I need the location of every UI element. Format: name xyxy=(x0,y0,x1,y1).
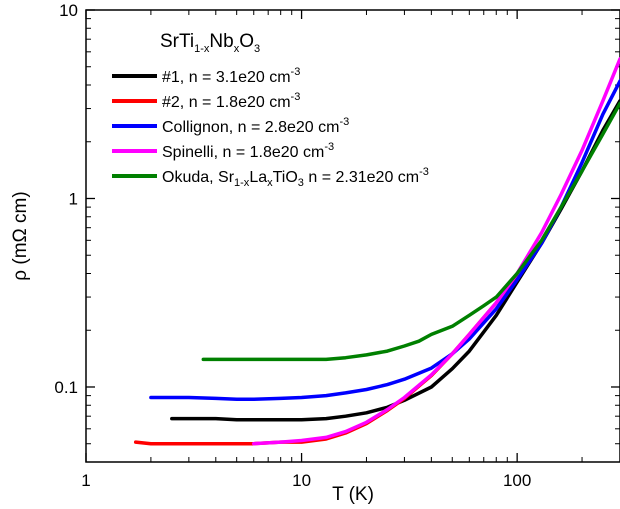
y-axis-title: ρ (mΩ cm) xyxy=(10,191,31,280)
y-tick-label: 0.1 xyxy=(54,378,78,397)
data-series xyxy=(133,57,620,446)
legend-label-1: #1, n = 3.1e20 cm-3 xyxy=(162,66,300,86)
series-line-4 xyxy=(251,57,620,446)
y-tick-label: 1 xyxy=(69,189,78,208)
x-tick-label: 100 xyxy=(503,471,531,490)
series-line-5 xyxy=(201,101,620,362)
legend-label-2: #2, n = 1.8e20 cm-3 xyxy=(162,91,300,111)
plot-frame xyxy=(85,9,620,463)
y-tick-label: 10 xyxy=(59,1,78,20)
plot-area-border xyxy=(85,9,620,463)
x-tick-label: 10 xyxy=(292,471,311,490)
legend-label-5: Okuda, Sr1-xLaxTiO3 n = 2.31e20 cm-3 xyxy=(162,166,429,189)
legend-label-3: Collignon, n = 2.8e20 cm-3 xyxy=(162,116,349,136)
x-axis-title: T (K) xyxy=(332,484,374,505)
axis-ticks: 1 10 100 0.1 1 10 xyxy=(54,1,620,490)
legend: SrTi1-xNbxO3 #1, n = 3.1e20 cm-3 #2, n = 1… xyxy=(112,31,429,189)
x-tick-label: 1 xyxy=(81,471,90,490)
legend-label-4: Spinelli, n = 1.8e20 cm-3 xyxy=(162,141,334,161)
legend-title: SrTi1-xNbxO3 xyxy=(160,31,260,55)
